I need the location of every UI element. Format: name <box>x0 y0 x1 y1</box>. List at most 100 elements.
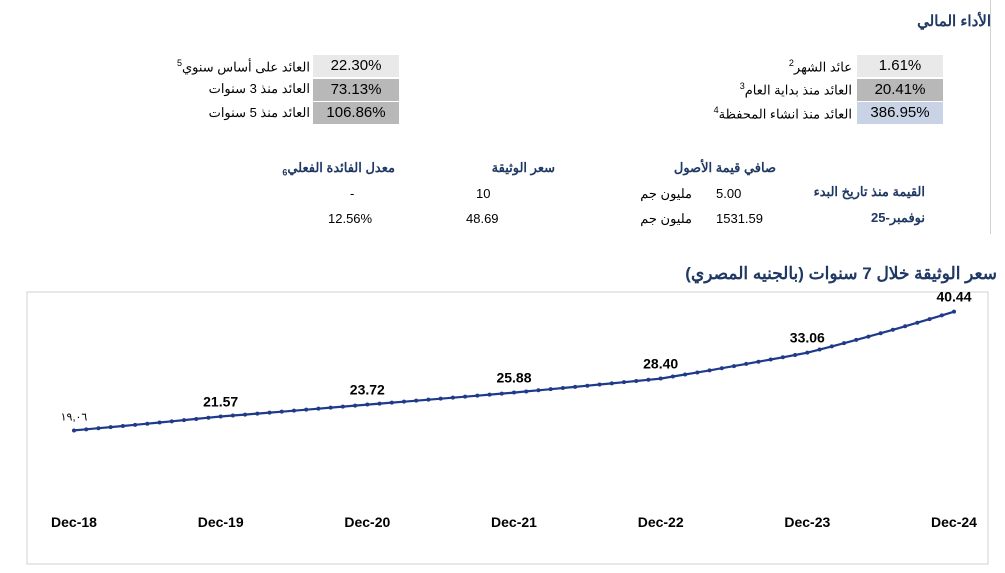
unit-price-row1: 10 <box>476 186 491 201</box>
data-point <box>120 423 125 428</box>
data-point <box>84 427 89 432</box>
data-point <box>817 347 822 352</box>
data-point <box>328 405 333 410</box>
data-point <box>585 383 590 388</box>
data-point <box>878 331 883 336</box>
performance-title: الأداء المالي <box>917 13 991 30</box>
data-point <box>952 309 956 314</box>
x-tick-label: Dec-23 <box>784 514 830 530</box>
unit-price-row2: 48.69 <box>466 211 499 226</box>
data-point <box>903 324 908 329</box>
data-point <box>72 428 76 433</box>
data-point <box>267 410 272 415</box>
data-point <box>304 407 309 412</box>
data-point <box>842 341 846 346</box>
data-point <box>573 384 578 389</box>
data-point <box>732 364 736 369</box>
unit-price-header: سعر الوثيقة <box>491 160 555 175</box>
nav-date: نوفمبر-25 <box>871 210 925 225</box>
inception-value-header: القيمة منذ تاريخ البدء <box>813 184 925 199</box>
data-label: 23.72 <box>350 382 385 398</box>
data-point <box>854 337 859 342</box>
x-tick-label: Dec-18 <box>51 514 97 530</box>
actual-return-row2: 12.56% <box>328 211 373 226</box>
chart-frame <box>26 291 989 565</box>
data-point <box>463 394 468 399</box>
data-point <box>744 361 749 366</box>
data-point <box>719 366 724 371</box>
data-point <box>609 381 614 386</box>
actual-return-row1: - <box>350 186 355 201</box>
data-point <box>230 413 235 418</box>
data-point <box>475 393 480 398</box>
data-label: 40.44 <box>936 289 971 305</box>
data-point <box>634 378 639 383</box>
data-point <box>182 418 186 423</box>
data-point <box>536 388 541 393</box>
data-point <box>108 425 113 430</box>
data-point <box>683 372 688 377</box>
data-point <box>499 391 504 396</box>
data-point <box>707 368 712 373</box>
ytd-return-label: العائد منذ بداية العام3 <box>739 81 852 98</box>
monthly-return-label: عائد الشهر2 <box>788 58 852 75</box>
x-tick-label: Dec-20 <box>344 514 390 530</box>
three-year-return-label: العائد منذ 3 سنوات <box>208 81 310 96</box>
data-point <box>96 426 101 431</box>
data-point <box>365 402 370 407</box>
data-point <box>389 400 394 405</box>
x-tick-label: Dec-24 <box>931 514 977 530</box>
data-point <box>560 386 565 391</box>
data-labels: ١٩,٠٦ 21.57 23.72 25.88 28.40 33.06 40.44 <box>61 289 972 424</box>
data-point <box>780 355 785 360</box>
data-label: 25.88 <box>496 370 531 386</box>
data-point <box>487 392 492 397</box>
data-point <box>695 370 700 375</box>
five-year-return-value: 106.86% <box>313 102 399 124</box>
data-point <box>426 397 431 402</box>
assets-unit-row1: مليون جم <box>640 186 692 201</box>
price-series <box>72 309 956 433</box>
x-tick-label: Dec-21 <box>491 514 537 530</box>
data-point <box>805 350 810 355</box>
data-point <box>292 408 296 413</box>
data-point <box>622 380 626 385</box>
data-point <box>866 334 871 339</box>
three-year-return-value: 73.13% <box>313 79 399 101</box>
section-divider <box>990 0 991 234</box>
data-point <box>340 404 345 409</box>
data-point <box>206 415 211 420</box>
actual-return-header: معدل الفائدة الفعلي6 <box>282 160 395 178</box>
data-point <box>548 387 553 392</box>
data-point <box>218 414 223 419</box>
data-point <box>145 421 150 426</box>
data-point <box>243 412 248 417</box>
x-axis-labels: Dec-18 Dec-19 Dec-20 Dec-21 Dec-22 Dec-23 Dec-… <box>51 514 977 530</box>
data-label: ١٩,٠٦ <box>61 411 88 423</box>
data-point <box>133 422 138 427</box>
data-point <box>829 344 834 349</box>
data-point <box>927 317 932 322</box>
monthly-return-value: 1.61% <box>857 55 943 77</box>
data-point <box>512 390 516 395</box>
assets-value-row2: 1531.59 <box>716 211 763 226</box>
data-point <box>169 419 174 424</box>
inception-return-label: العائد منذ انشاء المحفظة4 <box>713 105 852 122</box>
five-year-return-label: العائد منذ 5 سنوات <box>208 105 310 120</box>
annual-return-label: العائد على أساس سنوي5 <box>176 58 310 75</box>
data-label: 21.57 <box>203 394 238 410</box>
data-point <box>915 320 920 325</box>
data-point <box>316 406 321 411</box>
inception-return-value: 386.95% <box>857 102 943 124</box>
x-tick-label: Dec-19 <box>198 514 244 530</box>
data-label: 28.40 <box>643 356 678 372</box>
data-point <box>597 382 602 387</box>
data-point <box>939 313 944 318</box>
data-point <box>768 357 773 362</box>
data-point <box>756 359 761 364</box>
annual-return-value: 22.30% <box>313 55 399 77</box>
ytd-return-value: 20.41% <box>857 79 943 101</box>
data-point <box>353 403 358 408</box>
assets-value-row1: 5.00 <box>716 186 742 201</box>
data-point <box>438 396 443 401</box>
